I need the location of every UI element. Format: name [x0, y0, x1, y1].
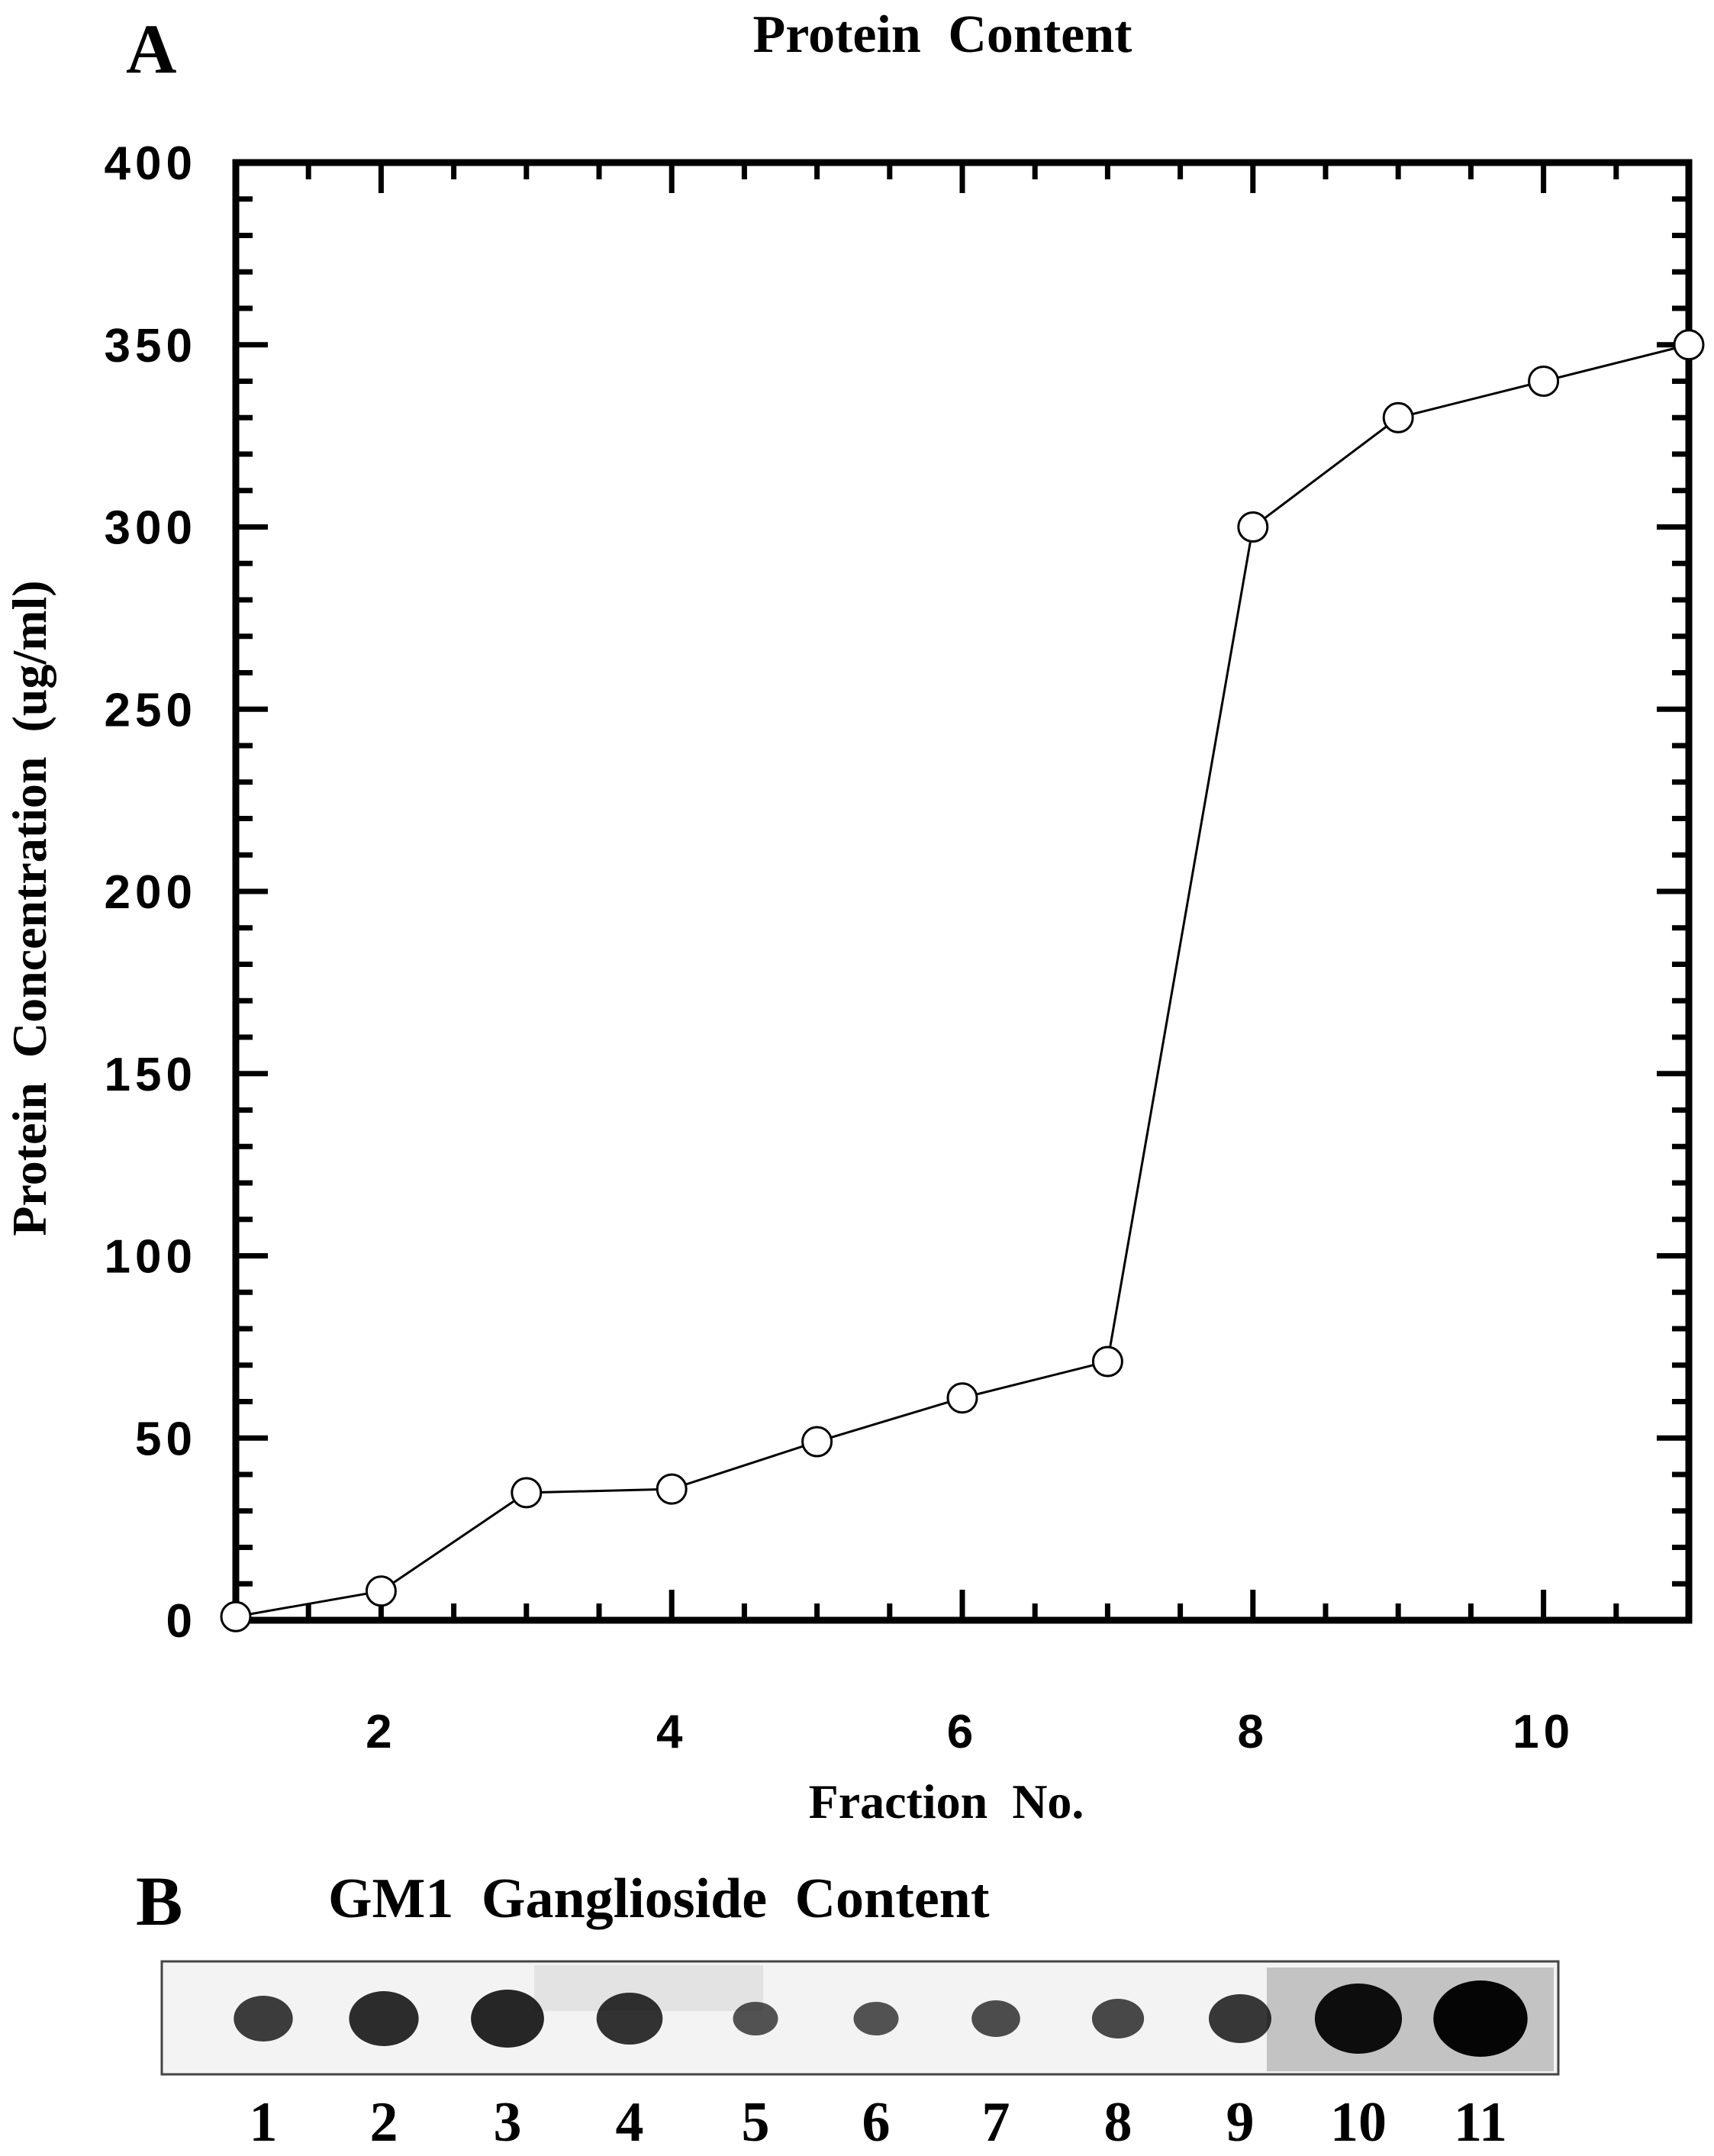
blot-spot — [349, 1991, 419, 2046]
y-tick-label: 50 — [135, 1413, 197, 1465]
y-tick-label: 400 — [105, 137, 197, 190]
y-tick-label: 150 — [105, 1049, 197, 1101]
blot-spot — [853, 2002, 899, 2035]
x-tick-label: 6 — [947, 1706, 978, 1758]
x-tick-label: 4 — [656, 1706, 687, 1758]
lane-label: 10 — [1330, 2091, 1387, 2154]
lane-label: 1 — [250, 2091, 278, 2154]
blot-spot — [733, 2002, 778, 2035]
y-tick-label: 350 — [105, 320, 197, 372]
lane-label: 3 — [494, 2091, 522, 2154]
data-point — [946, 1382, 978, 1414]
lane-labels: 1 2 3 4 5 6 7 8 9 10 11 — [250, 2091, 1507, 2154]
y-tick-label: 250 — [105, 684, 197, 736]
x-tick-label: 10 — [1513, 1706, 1574, 1758]
series-line-group — [235, 343, 1690, 1618]
blot-spot — [596, 1993, 663, 2045]
lane-label: 5 — [742, 2091, 770, 2154]
data-point — [365, 1575, 397, 1607]
series-points-group — [220, 329, 1705, 1632]
minor-ticks — [233, 160, 1692, 1623]
lane-label: 2 — [370, 2091, 398, 2154]
y-tick-label: 300 — [105, 502, 197, 555]
blot-spot — [234, 1996, 293, 2042]
blot-spots — [234, 1980, 1528, 2057]
x-tick-labels: 2 4 6 8 10 — [366, 1706, 1574, 1758]
y-tick-label: 100 — [105, 1231, 197, 1284]
data-point — [656, 1473, 688, 1505]
series-line — [235, 343, 1690, 1618]
data-point — [1382, 401, 1414, 433]
data-point — [1528, 366, 1560, 397]
y-tick-label: 200 — [105, 866, 197, 919]
blot-spot — [1209, 1994, 1271, 2043]
y-tick-labels: 0 50 100 150 200 250 300 350 400 — [105, 137, 197, 1648]
lane-label: 9 — [1226, 2091, 1255, 2154]
y-tick-label: 0 — [166, 1595, 197, 1648]
lane-label: 4 — [616, 2091, 644, 2154]
panel-a-letter: A — [126, 10, 176, 88]
blot-spot — [1314, 1984, 1403, 2054]
lane-label: 6 — [862, 2091, 891, 2154]
lane-label: 11 — [1454, 2091, 1507, 2154]
panel-b-title: GM1 Ganglioside Content — [328, 1868, 990, 1930]
chart-title: Protein Content — [753, 5, 1132, 64]
blot-spot — [1091, 1999, 1145, 2038]
lane-label: 7 — [982, 2091, 1010, 2154]
x-tick-label: 2 — [366, 1706, 396, 1758]
x-axis-label: Fraction No. — [809, 1774, 1084, 1829]
x-tick-label: 8 — [1238, 1706, 1268, 1758]
panel-b-letter: B — [136, 1862, 182, 1940]
blot-spot — [971, 2000, 1020, 2037]
dot-blot-strip — [160, 1960, 1560, 2076]
blot-spot — [471, 1990, 544, 2048]
data-point — [1673, 329, 1705, 361]
data-point — [1237, 511, 1269, 543]
data-point — [511, 1477, 543, 1509]
data-point — [220, 1600, 252, 1632]
data-point — [1091, 1345, 1123, 1378]
y-axis-label: Protein Concentration (ug/ml) — [2, 580, 56, 1236]
data-point — [801, 1426, 833, 1458]
blot-spot — [1433, 1980, 1528, 2057]
lane-label: 8 — [1104, 2091, 1132, 2154]
